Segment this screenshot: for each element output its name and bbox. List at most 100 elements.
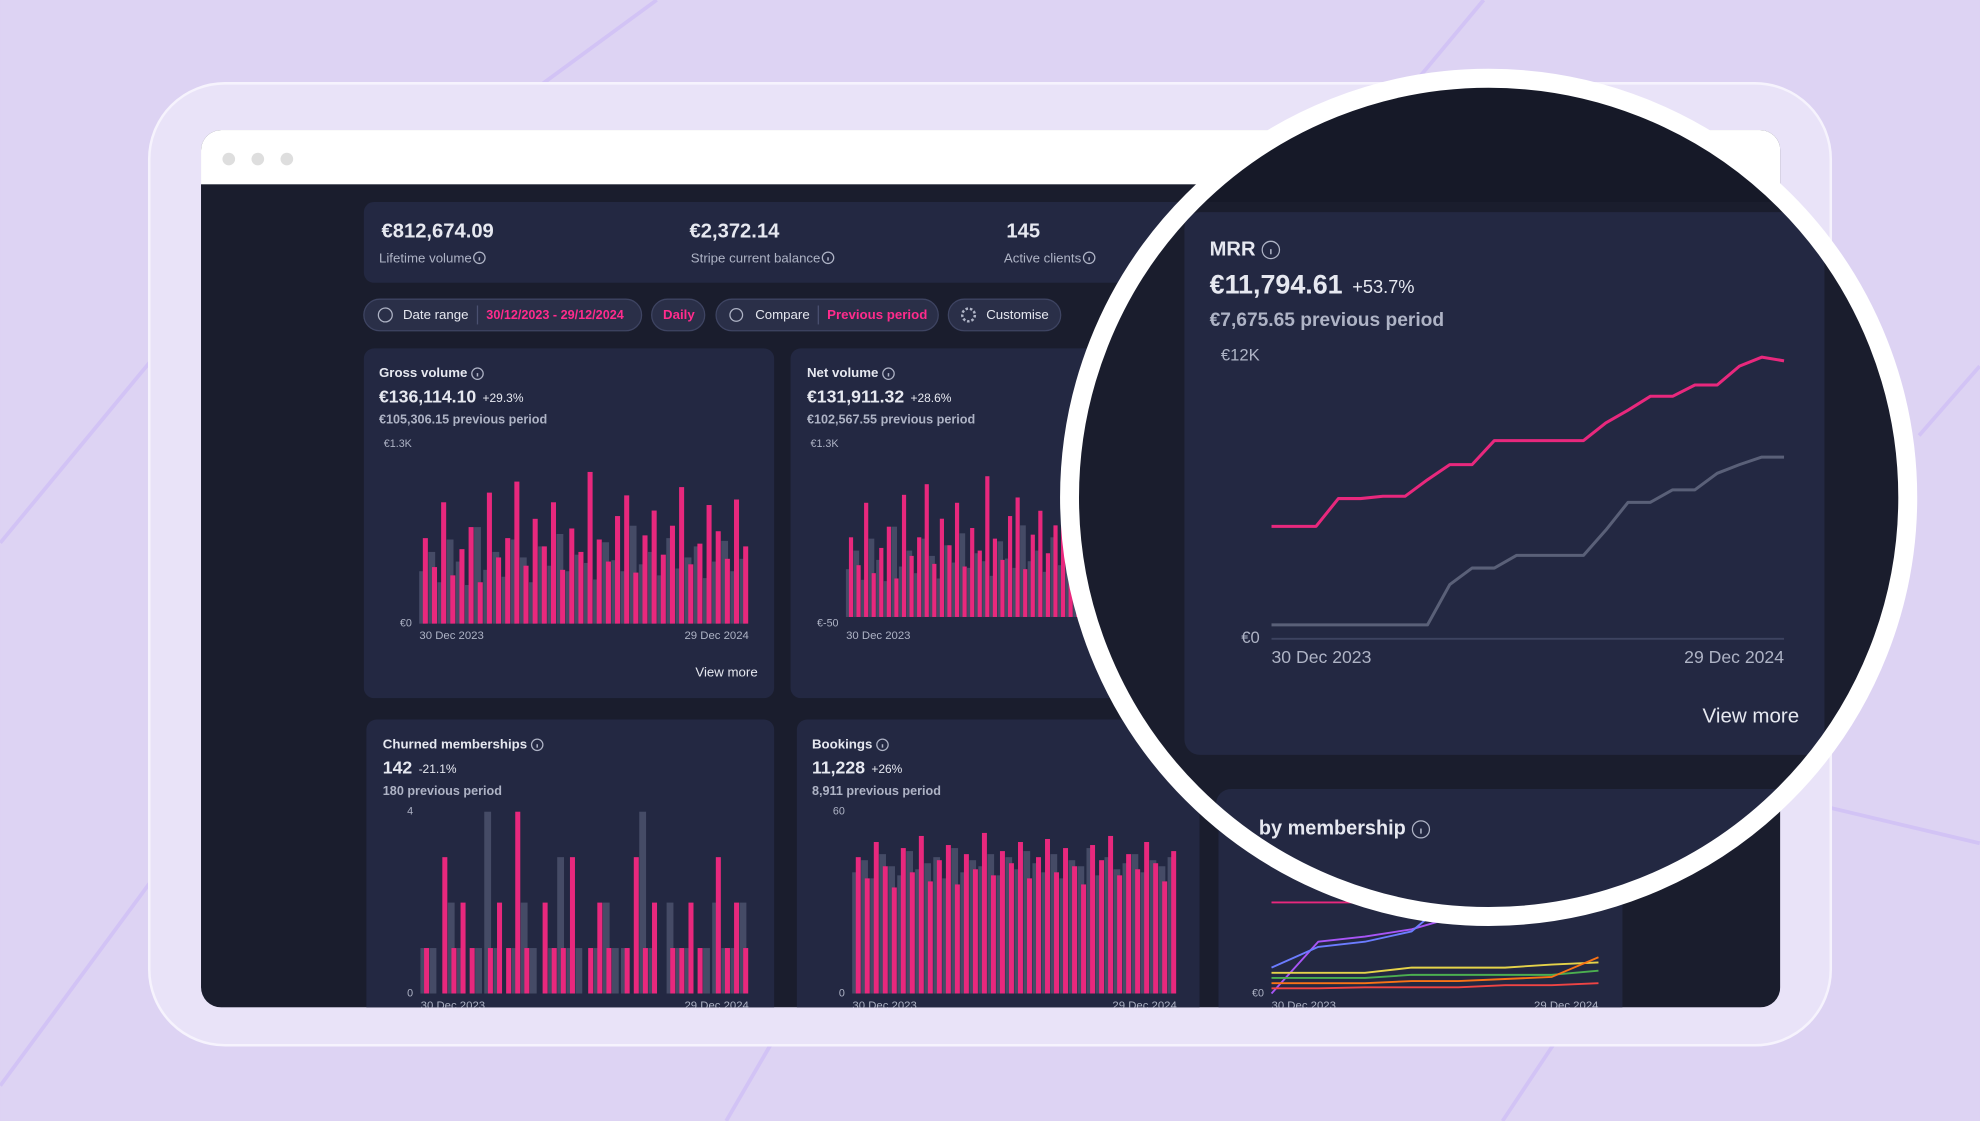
bar [951, 848, 959, 994]
bar [483, 569, 491, 624]
bar [982, 561, 988, 617]
card [1184, 212, 1825, 755]
bar [954, 502, 960, 617]
card-change: +29.3% [483, 391, 524, 405]
bar [697, 948, 703, 994]
bar [1131, 854, 1139, 994]
card-previous: 180 previous period [383, 784, 502, 798]
bar [484, 811, 492, 994]
card-title: Net volume [807, 365, 878, 380]
bar [429, 948, 437, 994]
x-tick-label: 29 Dec 2024 [1112, 1000, 1176, 1012]
info-icon [876, 738, 889, 752]
bar [924, 484, 929, 617]
bar [1167, 857, 1175, 994]
bar [1108, 835, 1114, 994]
bar [969, 860, 977, 994]
y-tick-label: €1.3K [384, 438, 413, 450]
bar [1008, 863, 1014, 994]
card-value: €131,911.32 [807, 386, 904, 406]
compare-pill[interactable] [715, 298, 939, 332]
bar [1117, 875, 1123, 994]
bar [1090, 845, 1096, 994]
bar [486, 492, 492, 624]
bar [1035, 550, 1041, 617]
bar [642, 948, 648, 994]
bar [693, 546, 701, 624]
bar [428, 551, 436, 624]
bar [936, 860, 942, 994]
bar [455, 561, 463, 624]
bar [468, 527, 474, 624]
customise-pill[interactable] [947, 298, 1062, 332]
bar [864, 878, 870, 994]
bar [593, 579, 600, 624]
bar [888, 866, 895, 994]
bar [647, 551, 655, 624]
bar [959, 533, 966, 617]
bar [464, 585, 472, 624]
bar [1023, 851, 1031, 994]
interval-pill[interactable] [651, 298, 706, 332]
bar [588, 948, 594, 994]
x-tick-label: 29 Dec 2024 [1534, 1000, 1598, 1012]
bar [1017, 842, 1023, 994]
date-range-pill[interactable] [363, 298, 643, 332]
bar [864, 502, 869, 617]
bar [587, 471, 593, 624]
bar [1065, 555, 1072, 617]
bar [947, 545, 952, 617]
bar [492, 551, 500, 624]
bar [675, 948, 683, 994]
x-tick-label: 29 Dec 2024 [684, 630, 748, 642]
bar [703, 948, 710, 994]
bar [712, 902, 720, 994]
bar [1068, 860, 1076, 994]
bar [538, 546, 546, 624]
bar [633, 857, 639, 994]
series-line [1271, 455, 1785, 627]
bar [990, 875, 996, 994]
bar [675, 568, 683, 624]
view-more-link[interactable]: View more [695, 664, 757, 679]
bar [1099, 860, 1105, 994]
info-icon [1261, 240, 1281, 260]
bar [879, 547, 884, 617]
bar [514, 481, 520, 624]
bar [1015, 497, 1020, 617]
bar [873, 842, 879, 994]
bar [1104, 857, 1112, 994]
bar [456, 948, 464, 994]
bar [739, 558, 747, 624]
bar [569, 857, 575, 994]
bar [1162, 881, 1168, 994]
bar [1030, 534, 1035, 617]
bar [932, 563, 937, 617]
info-icon [882, 367, 895, 380]
bar [906, 851, 914, 994]
bar [944, 545, 951, 617]
bar [856, 565, 861, 617]
bar [730, 948, 738, 994]
card-value: 11,228 [812, 757, 865, 777]
info-icon [471, 367, 484, 380]
bar [451, 948, 457, 994]
bar [1061, 489, 1066, 617]
bar [1014, 869, 1022, 994]
bar [1045, 553, 1051, 617]
bar [1144, 842, 1150, 994]
bar [469, 948, 475, 994]
bar [556, 533, 564, 624]
bar [1140, 872, 1148, 994]
view-more-link[interactable]: View more [1703, 704, 1800, 727]
bar [861, 579, 867, 617]
bar [963, 854, 969, 994]
bar [730, 571, 738, 624]
card-value: €136,114.10 [379, 386, 476, 406]
bar [1057, 565, 1064, 617]
bar [989, 575, 996, 617]
bar [734, 499, 740, 624]
bar [1077, 866, 1085, 994]
compare: Previous period [827, 307, 927, 322]
